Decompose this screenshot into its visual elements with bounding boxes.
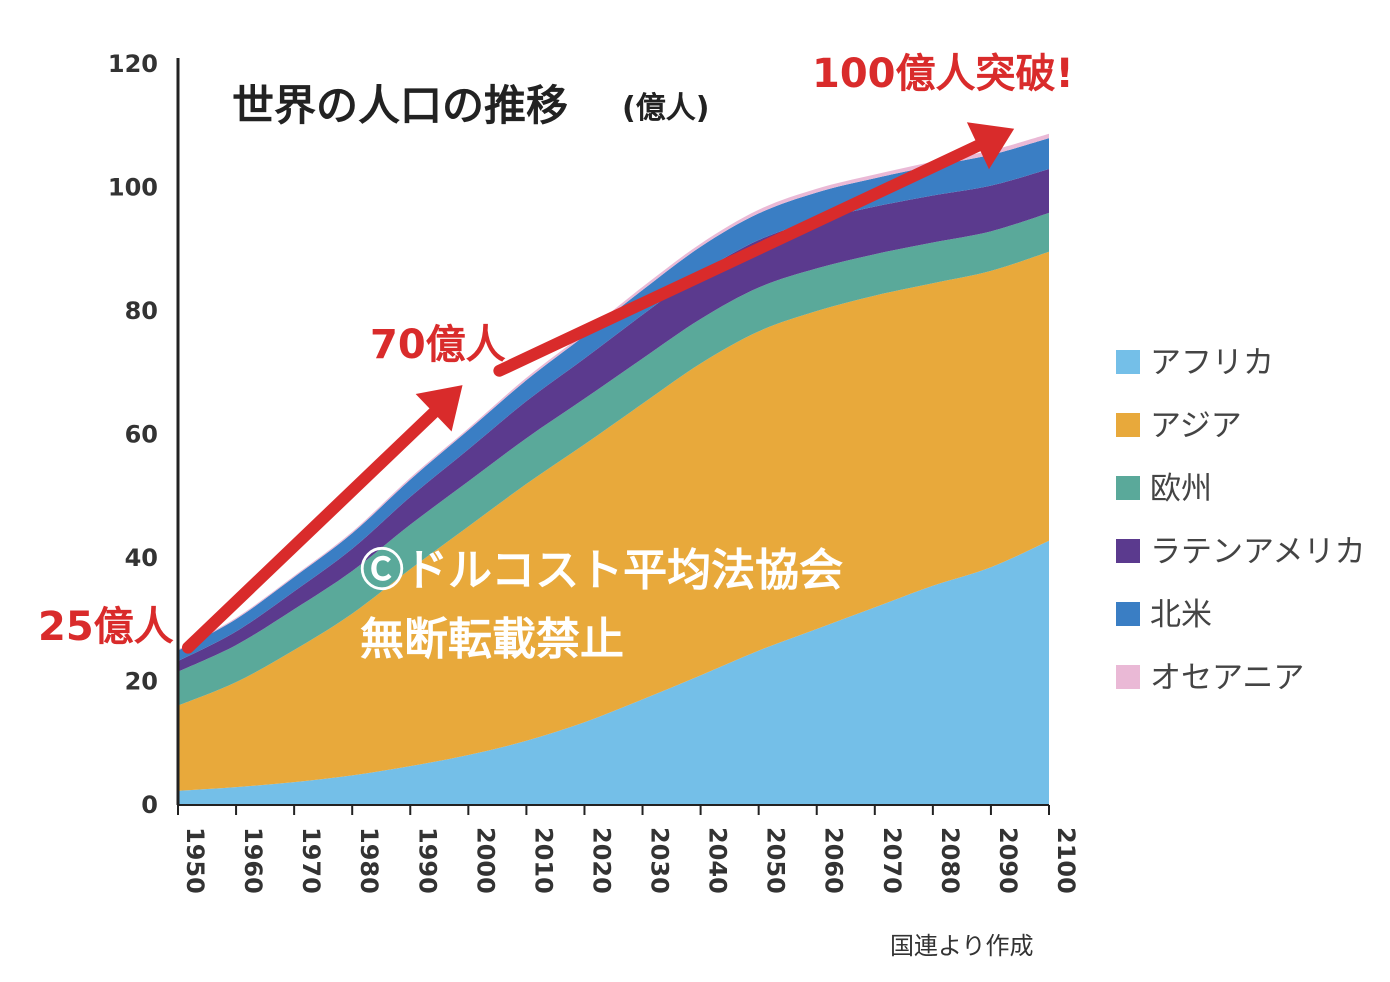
x-tick-label: 2100: [1052, 827, 1080, 894]
legend-swatch: [1116, 665, 1140, 689]
y-tick-label: 0: [141, 791, 158, 819]
area-3: [178, 212, 1049, 706]
legend-swatch: [1116, 350, 1140, 374]
x-axis-ticks: 1950 1960 1970 1980 1990 2000 2010 2020 2030 2040…: [177, 805, 1080, 894]
x-tick-label: 2050: [762, 827, 790, 894]
legend-label: 欧州: [1150, 471, 1212, 507]
legend-swatch: [1116, 476, 1140, 500]
legend-label: オセアニア: [1150, 660, 1304, 696]
trend-arrows: [182, 122, 1015, 654]
x-tick-label: 1990: [413, 827, 441, 894]
x-tick-label: 2060: [820, 827, 848, 894]
watermark-line-2: 無断転載禁止: [360, 614, 624, 665]
x-tick-label: 1960: [239, 827, 267, 894]
chart-axes: [176, 58, 1049, 806]
arrow-70-to-100: [493, 122, 1015, 377]
x-tick-label: 2020: [587, 827, 615, 894]
x-tick-label: 2080: [936, 827, 964, 894]
annotation-70: 70億人: [370, 322, 506, 368]
legend-label: 北米: [1150, 597, 1212, 633]
watermark-line-1: Ⓒドルコスト平均法協会: [360, 545, 843, 596]
area-1: [178, 540, 1049, 805]
y-tick-label: 100: [108, 174, 158, 202]
area-4: [178, 168, 1049, 672]
y-tick-label: 80: [125, 297, 158, 325]
x-tick-label: 2000: [471, 827, 499, 894]
chart-title-unit: (億人): [622, 91, 709, 126]
x-tick-label: 2040: [704, 827, 732, 894]
source-note: 国連より作成: [890, 932, 1034, 960]
area-layers: [178, 133, 1049, 805]
legend-label: アフリカ: [1150, 345, 1274, 381]
x-tick-label: 2070: [878, 827, 906, 894]
chart-title: 世界の人口の推移: [232, 81, 568, 130]
y-axis-ticks: 0 20 40 60 80 100 120: [108, 50, 158, 819]
x-tick-label: 1950: [181, 827, 209, 894]
legend-swatch: [1116, 539, 1140, 563]
y-tick-label: 20: [125, 668, 158, 696]
legend-swatch: [1116, 602, 1140, 626]
legend-swatch: [1116, 413, 1140, 437]
legend-label: アジア: [1150, 408, 1242, 444]
area-5: [178, 138, 1049, 662]
annotation-25: 25億人: [38, 604, 174, 650]
arrow-25-to-70: [182, 385, 463, 654]
area-2: [178, 251, 1049, 791]
x-tick-label: 2090: [994, 827, 1022, 894]
x-tick-label: 1970: [297, 827, 325, 894]
x-tick-label: 2010: [529, 827, 557, 894]
legend-label: ラテンアメリカ: [1150, 534, 1365, 570]
y-tick-label: 40: [125, 544, 158, 572]
x-tick-label: 1980: [355, 827, 383, 894]
x-tick-label: 2030: [646, 827, 674, 894]
annotation-100: 100億人突破!: [812, 51, 1074, 97]
y-tick-label: 60: [125, 421, 158, 449]
y-tick-label: 120: [108, 50, 158, 78]
